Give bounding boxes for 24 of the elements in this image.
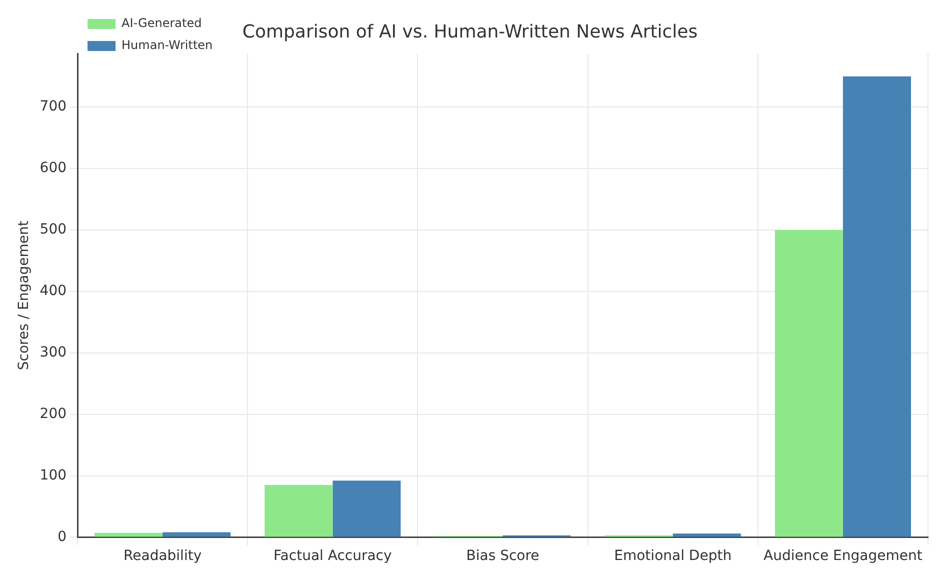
bar (264, 484, 333, 537)
y-tick-label: 200 (40, 406, 67, 422)
bar (842, 76, 911, 537)
chart-title: Comparison of AI vs. Human-Written News Articles (242, 21, 698, 42)
x-tick-label: Emotional Depth (614, 548, 732, 564)
x-tick-label: Bias Score (466, 548, 540, 564)
y-tick-label: 0 (58, 528, 67, 545)
bar (332, 480, 401, 537)
legend-label: Human-Written (122, 38, 213, 52)
x-tick-label: Audience Engagement (764, 548, 923, 564)
legend-label: AI-Generated (122, 16, 202, 30)
y-tick-label: 700 (40, 98, 67, 115)
y-tick-label: 300 (40, 344, 67, 360)
y-tick-label: 600 (40, 160, 67, 176)
bar (162, 532, 231, 537)
x-tick-label: Readability (124, 548, 202, 564)
bar (774, 230, 843, 537)
bar (672, 534, 741, 537)
bar (94, 532, 163, 537)
y-tick-label: 500 (40, 222, 67, 238)
y-tick-label: 100 (40, 467, 67, 484)
y-tick-label: 400 (40, 283, 67, 300)
y-axis-title: Scores / Engagement (16, 220, 32, 370)
x-tick-label: Factual Accuracy (274, 548, 392, 564)
